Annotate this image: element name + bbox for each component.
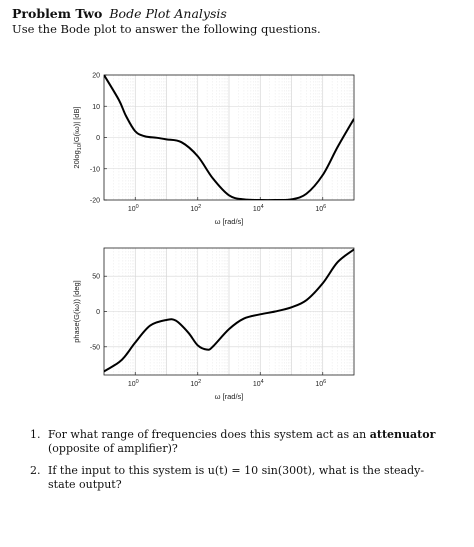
y-tick-label: 10	[92, 104, 100, 111]
x-tick-label: 102	[190, 379, 201, 388]
x-tick-label: 106	[315, 379, 326, 388]
y-tick-label: 0	[96, 135, 100, 142]
question-1-bold-term: attenuator	[369, 428, 436, 441]
chart-2: -50 0 50 100 102 104 106 ω [rad/s] phase(G(iω)) …	[72, 247, 355, 401]
problem-heading: Problem Two Bode Plot Analysis	[12, 6, 227, 21]
series-line	[104, 248, 354, 373]
question-1-text-pre: For what range of frequencies does this …	[48, 428, 370, 441]
y-tick-label: 20	[92, 73, 100, 80]
problem-subtitle: Bode Plot Analysis	[109, 6, 227, 21]
y-tick-label: -20	[90, 198, 100, 205]
question-1-text-post: (opposite of amplifier)?	[48, 442, 178, 455]
x-tick-label: 104	[253, 204, 264, 213]
series-line	[104, 75, 354, 200]
x-tick-label: 100	[128, 204, 139, 213]
question-2-number: 2.	[30, 464, 41, 477]
x-tick-label: 106	[315, 204, 326, 213]
questions-list: 1. For what range of frequencies does th…	[30, 428, 440, 500]
y-axis-label: phase(G(iω)) [deg]	[72, 280, 81, 343]
y-tick-label: -50	[90, 344, 100, 351]
problem-label: Problem Two	[12, 6, 103, 21]
y-tick-label: 50	[92, 274, 100, 281]
chart-1: -20 -10 0 10 20 100 102 104 106 ω [rad/s] 20log10|…	[72, 73, 355, 226]
x-tick-label: 100	[128, 379, 139, 388]
y-tick-label: 0	[96, 309, 100, 316]
instruction-text: Use the Bode plot to answer the followin…	[12, 22, 321, 36]
y-tick-label: -10	[90, 166, 100, 173]
x-axis-label: ω [rad/s]	[215, 392, 244, 401]
y-axis-label: 20log10|G(iω)| [dB]	[72, 106, 83, 168]
x-axis-label: ω [rad/s]	[215, 217, 244, 226]
x-tick-label: 102	[190, 204, 201, 213]
question-2: 2. If the input to this system is u(t) =…	[30, 464, 440, 492]
question-1: 1. For what range of frequencies does th…	[30, 428, 440, 456]
question-2-text: If the input to this system is u(t) = 10…	[48, 464, 425, 491]
question-1-number: 1.	[30, 428, 41, 441]
x-tick-label: 104	[253, 379, 264, 388]
